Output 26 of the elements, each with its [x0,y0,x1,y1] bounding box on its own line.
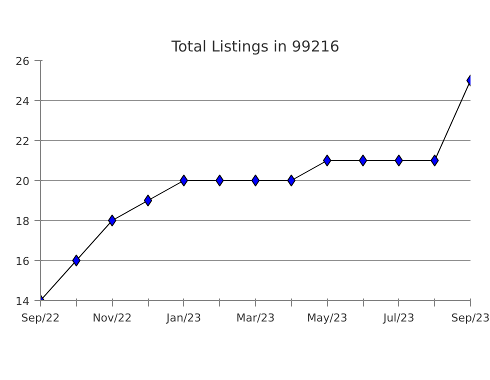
y-tick-label: 26 [16,55,30,68]
point [180,174,188,186]
y-tick-label: 16 [16,255,30,268]
point [72,254,80,266]
x-tick-label: Jul/23 [382,312,414,324]
x-tick-label: May/23 [306,312,348,324]
y-tick-label: 22 [16,135,30,148]
x-tick-label: Sep/23 [451,312,490,324]
point [108,214,116,226]
y-tick-label: 18 [16,215,30,228]
point [144,194,152,206]
x-tick-label: Jan/23 [166,312,202,324]
point [430,154,439,166]
point [287,174,296,186]
point [323,154,332,166]
y-tick-label: 24 [16,95,30,108]
point [358,154,368,166]
y-tick-label: 14 [16,295,30,308]
x-tick-label: Sep/22 [21,312,60,324]
point [216,174,224,186]
x-tick-label: Mar/23 [236,312,275,324]
point [394,154,403,166]
chart-title: Total Listings in 99216 [170,38,340,56]
point [251,174,260,186]
x-tick-label: Nov/22 [92,312,132,324]
y-tick-label: 20 [16,175,30,188]
